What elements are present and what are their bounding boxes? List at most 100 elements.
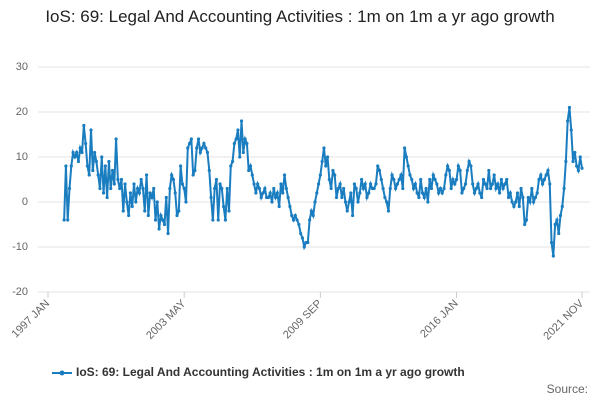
point [469, 164, 473, 168]
point [476, 182, 480, 186]
point [345, 209, 349, 213]
y-tick-label: 30 [16, 61, 28, 73]
point [256, 182, 260, 186]
point [424, 186, 428, 191]
point [300, 236, 305, 240]
point [376, 164, 380, 168]
point [388, 186, 392, 191]
point [351, 213, 355, 218]
point [67, 186, 72, 191]
point [288, 204, 292, 209]
point [173, 191, 177, 195]
point [510, 200, 514, 204]
point [295, 218, 299, 222]
point [96, 173, 100, 177]
point [159, 213, 163, 218]
point [406, 164, 410, 168]
point [80, 150, 84, 155]
point [512, 204, 516, 209]
point [195, 146, 199, 150]
point [505, 177, 509, 182]
point [399, 173, 403, 177]
point [202, 141, 206, 146]
point [121, 209, 125, 213]
point [410, 177, 414, 182]
point [109, 186, 113, 191]
point [524, 218, 529, 222]
point [551, 254, 555, 258]
point [451, 177, 455, 182]
point [64, 164, 68, 168]
point [223, 218, 228, 222]
x-tick-label: 2016 JAN [418, 298, 461, 341]
point [440, 191, 444, 195]
point [306, 240, 310, 245]
point [318, 173, 322, 177]
y-tick-label: -20 [12, 286, 28, 298]
point [75, 150, 79, 155]
point [442, 186, 446, 191]
y-tick-label: 10 [16, 151, 28, 163]
point [548, 182, 552, 186]
point [555, 218, 559, 222]
point [557, 231, 561, 236]
point [128, 191, 133, 195]
point [78, 146, 82, 150]
point [268, 191, 272, 195]
point [329, 186, 333, 191]
point [363, 182, 367, 186]
point [191, 173, 195, 177]
point [245, 141, 249, 146]
point [247, 168, 251, 173]
point [186, 146, 190, 150]
point [193, 168, 197, 173]
point [299, 231, 303, 236]
point [316, 182, 321, 186]
point [446, 164, 450, 168]
point [478, 191, 482, 195]
point [293, 213, 297, 218]
point [433, 177, 437, 182]
point [580, 166, 584, 170]
point [372, 186, 376, 191]
point [71, 150, 75, 155]
point [562, 186, 566, 191]
point [519, 186, 523, 191]
point [101, 191, 106, 195]
point [257, 186, 262, 191]
point [313, 200, 317, 204]
point [261, 191, 265, 195]
point [284, 186, 288, 191]
point [103, 164, 107, 168]
point [182, 186, 186, 191]
point [462, 186, 466, 191]
point [499, 177, 503, 182]
point [290, 213, 294, 218]
point [177, 209, 181, 213]
point [342, 186, 346, 191]
point [270, 200, 274, 204]
point [216, 218, 220, 222]
point [422, 195, 426, 200]
point [336, 186, 340, 191]
point [254, 191, 258, 195]
point [297, 222, 301, 227]
point [196, 137, 201, 141]
point [171, 177, 176, 182]
point [576, 168, 581, 173]
point [437, 191, 441, 195]
point [325, 155, 330, 159]
point [62, 218, 66, 222]
point [189, 137, 193, 141]
point [82, 123, 86, 128]
chart-title: IoS: 69: Legal And Accounting Activities… [45, 7, 555, 26]
point [546, 168, 550, 173]
point [168, 186, 172, 191]
point [239, 119, 244, 123]
point [220, 186, 224, 191]
point [322, 146, 326, 150]
point [392, 177, 396, 182]
point [236, 128, 240, 132]
point [205, 150, 210, 155]
point [327, 177, 331, 182]
